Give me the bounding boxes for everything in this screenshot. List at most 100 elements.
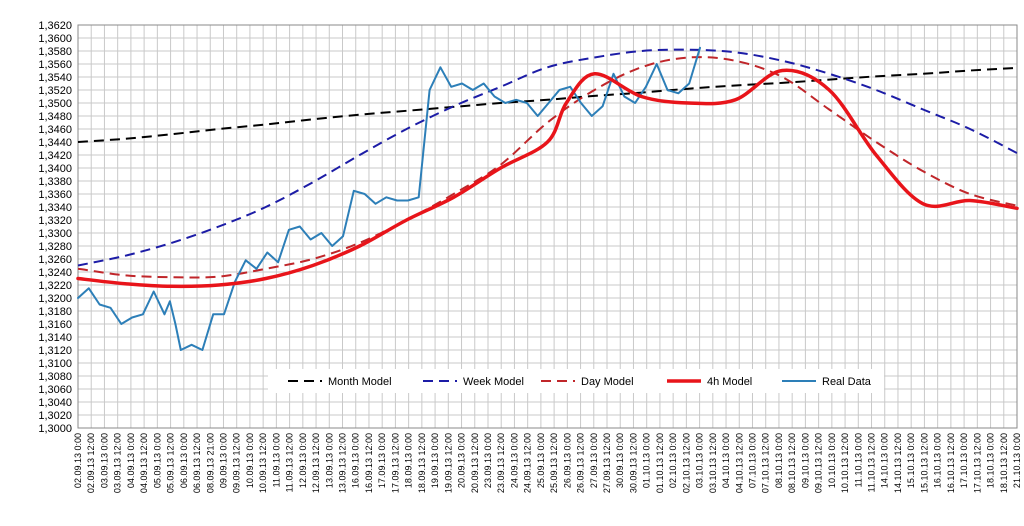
x-tick-label: 25.09.13 0:00 — [536, 433, 546, 488]
y-tick-label: 1,3300 — [38, 228, 72, 240]
legend: Month Model Week Model Day Model 4h Model Re… — [268, 369, 884, 393]
y-tick-label: 1,3080 — [38, 371, 72, 383]
y-tick-label: 1,3180 — [38, 306, 72, 318]
x-tick-label: 08.09.13 21:00 — [205, 433, 215, 493]
y-tick-label: 1,3440 — [38, 137, 72, 149]
x-tick-label: 03.10.13 12:00 — [708, 433, 718, 493]
x-tick-label: 04.10.13 0:00 — [721, 433, 731, 488]
y-tick-label: 1,3200 — [38, 293, 72, 305]
y-axis: 1,30001,30201,30401,30601,30801,31001,31… — [38, 20, 72, 435]
x-tick-label: 02.09.13 0:00 — [73, 433, 83, 488]
y-tick-label: 1,3540 — [38, 72, 72, 84]
y-tick-label: 1,3100 — [38, 358, 72, 370]
x-tick-label: 03.09.13 0:00 — [99, 433, 109, 488]
series-line-month-model — [77, 66, 1018, 143]
x-tick-label: 18.09.13 12:00 — [417, 433, 427, 493]
x-tick-label: 09.10.13 12:00 — [814, 433, 824, 493]
y-tick-label: 1,3240 — [38, 267, 72, 279]
x-tick-label: 20.09.13 12:00 — [470, 433, 480, 493]
x-tick-label: 09.09.13 12:00 — [232, 433, 242, 493]
y-tick-label: 1,3040 — [38, 397, 72, 409]
x-tick-label: 21.10.13 0:00 — [1012, 433, 1022, 488]
y-tick-label: 1,3620 — [38, 20, 72, 32]
x-tick-label: 14.10.13 12:00 — [893, 433, 903, 493]
x-tick-label: 17.09.13 0:00 — [377, 433, 387, 488]
x-tick-label: 10.10.13 0:00 — [827, 433, 837, 488]
x-tick-label: 11.09.13 12:00 — [285, 433, 295, 492]
x-axis: 02.09.13 0:00 02.09.13 12:00 03.09.13 0:00… — [73, 433, 1022, 493]
x-tick-label: 10.10.13 12:00 — [840, 433, 850, 493]
x-tick-label: 09.10.13 0:00 — [800, 433, 810, 488]
y-tick-label: 1,3340 — [38, 202, 72, 214]
x-tick-label: 30.09.13 0:00 — [615, 433, 625, 488]
y-tick-label: 1,3140 — [38, 332, 72, 344]
x-tick-label: 11.09.13 0:00 — [271, 433, 281, 487]
x-tick-label: 17.10.13 0:00 — [959, 433, 969, 488]
x-tick-label: 16.09.13 0:00 — [351, 433, 361, 488]
y-tick-label: 1,3360 — [38, 189, 72, 201]
x-tick-label: 03.10.13 0:00 — [695, 433, 705, 488]
series-line-real-data — [77, 46, 701, 351]
x-tick-label: 12.09.13 0:00 — [298, 433, 308, 488]
x-tick-label: 13.09.13 12:00 — [338, 433, 348, 493]
x-tick-label: 19.09.13 12:00 — [443, 433, 453, 493]
y-tick-label: 1,3260 — [38, 254, 72, 266]
y-tick-label: 1,3160 — [38, 319, 72, 331]
x-tick-label: 15.10.13 12:00 — [919, 433, 929, 493]
x-tick-label: 02.10.13 12:00 — [681, 433, 691, 493]
x-tick-label: 07.10.13 0:00 — [747, 433, 757, 488]
x-tick-label: 04.10.13 12:00 — [734, 433, 744, 493]
series-line-week-model — [77, 48, 1018, 267]
x-tick-label: 27.09.13 12:00 — [602, 433, 612, 493]
x-tick-label: 14.10.13 0:00 — [880, 433, 890, 488]
legend-label: Month Model — [328, 376, 392, 388]
x-tick-label: 10.09.13 0:00 — [245, 433, 255, 488]
x-tick-label: 05.09.13 12:00 — [166, 433, 176, 493]
y-tick-label: 1,3320 — [38, 215, 72, 227]
legend-box — [268, 369, 884, 393]
y-tick-label: 1,3280 — [38, 241, 72, 253]
y-tick-label: 1,3580 — [38, 46, 72, 58]
legend-label: Week Model — [463, 376, 524, 388]
y-tick-label: 1,3480 — [38, 111, 72, 123]
x-tick-label: 04.09.13 0:00 — [126, 433, 136, 488]
x-tick-label: 16.10.13 0:00 — [933, 433, 943, 488]
y-tick-label: 1,3600 — [38, 33, 72, 45]
x-tick-label: 12.09.13 12:00 — [311, 433, 321, 493]
x-tick-label: 02.09.13 12:00 — [86, 433, 96, 493]
y-tick-label: 1,3060 — [38, 384, 72, 396]
y-tick-label: 1,3520 — [38, 85, 72, 97]
y-tick-label: 1,3460 — [38, 124, 72, 136]
legend-label: Real Data — [822, 376, 872, 388]
y-tick-label: 1,3000 — [38, 423, 72, 435]
x-tick-label: 15.10.13 0:00 — [906, 433, 916, 488]
x-tick-label: 23.09.13 0:00 — [483, 433, 493, 488]
x-tick-label: 11.10.13 12:00 — [867, 433, 877, 492]
x-tick-label: 08.10.13 0:00 — [774, 433, 784, 488]
x-tick-label: 08.10.13 12:00 — [787, 433, 797, 493]
y-tick-label: 1,3420 — [38, 150, 72, 162]
x-tick-label: 03.09.13 12:00 — [113, 433, 123, 493]
plot-area-border — [77, 24, 1018, 429]
x-tick-label: 25.09.13 12:00 — [549, 433, 559, 493]
x-tick-label: 01.10.13 0:00 — [642, 433, 652, 488]
x-tick-label: 07.10.13 12:00 — [761, 433, 771, 493]
y-tick-label: 1,3120 — [38, 345, 72, 357]
x-tick-label: 18.09.13 0:00 — [404, 433, 414, 488]
x-tick-label: 17.10.13 12:00 — [972, 433, 982, 493]
x-tick-label: 04.09.13 12:00 — [139, 433, 149, 493]
x-tick-label: 24.09.13 0:00 — [509, 433, 519, 488]
x-tick-label: 02.10.13 0:00 — [668, 433, 678, 488]
x-tick-label: 13.09.13 0:00 — [324, 433, 334, 488]
x-tick-label: 09.09.13 0:00 — [218, 433, 228, 488]
x-tick-label: 19.09.13 0:00 — [430, 433, 440, 488]
legend-label: 4h Model — [707, 376, 752, 388]
legend-label: Day Model — [581, 376, 634, 388]
x-tick-label: 17.09.13 12:00 — [390, 433, 400, 493]
x-tick-label: 16.09.13 12:00 — [364, 433, 374, 493]
x-tick-label: 24.09.13 12:00 — [523, 433, 533, 493]
x-tick-label: 20.09.13 0:00 — [457, 433, 467, 488]
y-tick-label: 1,3220 — [38, 280, 72, 292]
x-tick-label: 26.09.13 12:00 — [576, 433, 586, 493]
